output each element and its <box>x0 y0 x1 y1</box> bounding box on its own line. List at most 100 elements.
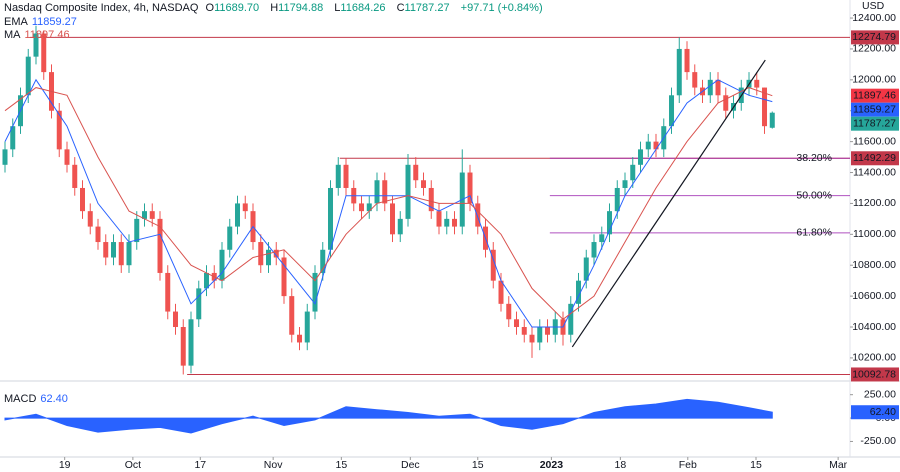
y-tick-label: 250.00 <box>864 388 896 400</box>
candle-body <box>638 149 644 165</box>
currency: USD <box>862 0 885 12</box>
candle-body <box>41 33 47 73</box>
candle-body <box>599 234 605 243</box>
y-tick-label: 11000.00 <box>853 228 896 240</box>
candle-body <box>359 203 365 212</box>
candle-body <box>320 249 326 273</box>
candle-body <box>204 272 210 289</box>
legend-value: 11897.46 <box>24 29 70 41</box>
indicator-line <box>4 87 773 320</box>
y-tick-label: -250.00 <box>860 435 896 447</box>
candle-body <box>723 95 729 111</box>
quote: L11684.26 <box>334 2 389 14</box>
y-tick-label: 10200.00 <box>852 352 896 364</box>
candle-body <box>25 56 31 96</box>
legend-name: MACD <box>4 393 37 405</box>
candle-body <box>514 319 520 328</box>
candle-body <box>281 257 287 297</box>
candle-body <box>188 319 194 366</box>
candle-body <box>266 249 272 266</box>
candle-body <box>258 242 264 266</box>
quote-name: O <box>205 2 215 14</box>
x-tick-label: Oct <box>125 459 141 471</box>
candle-body <box>87 211 93 227</box>
candle-body <box>607 211 613 235</box>
x-tick-label: 15 <box>336 459 348 471</box>
candle-body <box>413 164 419 181</box>
candle-body <box>382 180 388 204</box>
candle-body <box>173 311 179 328</box>
header: Nasdaq Composite Index, 4h, NASDAQ O1168… <box>4 2 547 14</box>
candle-body <box>118 242 124 266</box>
candle-body <box>196 288 202 320</box>
candle-body <box>157 218 163 273</box>
y-tick-label: 10600.00 <box>852 290 896 302</box>
fib-label: 50.00% <box>796 189 832 201</box>
quote-value: 11787.27 <box>404 2 450 14</box>
x-tick-label: 18 <box>615 459 627 471</box>
candle-body <box>235 203 241 227</box>
quote-value: 11794.88 <box>278 2 324 14</box>
candle-body <box>428 187 434 212</box>
x-tick-label: Mar <box>829 459 848 471</box>
candle-body <box>149 211 155 219</box>
ema-legend: EMA 11859.27 <box>4 16 81 28</box>
candle-body <box>622 180 628 188</box>
price-tag <box>851 88 899 103</box>
candle-body <box>304 311 310 343</box>
candle-body <box>134 218 140 243</box>
candle-body <box>769 112 775 128</box>
macd-tag-label: 62.40 <box>870 406 896 418</box>
quote-value: 11689.70 <box>214 2 260 14</box>
candle-body <box>537 327 543 343</box>
y-tick-label: 11600.00 <box>853 135 896 147</box>
candle-body <box>335 164 341 188</box>
candle-body <box>467 172 473 204</box>
candle-body <box>630 164 636 181</box>
price-tag-label: 12274.79 <box>852 31 896 43</box>
candle-body <box>95 226 101 243</box>
candle-body <box>343 164 349 188</box>
price-tag <box>851 151 899 166</box>
x-tick-label: Nov <box>264 459 283 471</box>
macd-area <box>4 398 773 434</box>
x-tick-label: Feb <box>679 459 697 471</box>
quote-name: C <box>396 2 405 14</box>
candle-body <box>475 203 481 227</box>
price-tag <box>851 102 899 117</box>
candle-body <box>289 296 295 335</box>
fib-label: 61.80% <box>796 227 832 239</box>
quote-name: L <box>334 2 341 14</box>
candle-body <box>180 327 186 366</box>
candle-body <box>397 218 403 235</box>
candle-body <box>366 203 372 212</box>
candle-body <box>80 187 86 212</box>
y-tick-label: 11200.00 <box>853 197 896 209</box>
candle-body <box>676 48 682 96</box>
x-tick-label: 19 <box>59 459 71 471</box>
candle-body <box>715 79 721 96</box>
candle-body <box>576 280 582 304</box>
x-tick-label: 17 <box>194 459 206 471</box>
quote-value: 11684.26 <box>340 2 386 14</box>
candle-body <box>72 164 78 188</box>
price-tag-label: 10092.78 <box>852 368 896 380</box>
candle-body <box>103 242 109 258</box>
x-tick-label: 15 <box>472 459 484 471</box>
macd-tag <box>851 405 899 420</box>
x-tick-label: 15 <box>750 459 762 471</box>
candle-body <box>653 141 659 150</box>
candle-body <box>754 79 760 88</box>
candle-body <box>242 203 248 212</box>
candle-body <box>405 164 411 219</box>
x-tick-label: 2023 <box>540 459 564 471</box>
candle-body <box>2 149 8 165</box>
candle-body <box>529 334 535 343</box>
candle-body <box>490 249 496 281</box>
candle-body <box>142 211 148 219</box>
price-tag-label: 11897.46 <box>853 89 896 101</box>
candle-body <box>707 79 713 96</box>
candle-body <box>614 187 620 212</box>
price-tag <box>851 367 899 382</box>
